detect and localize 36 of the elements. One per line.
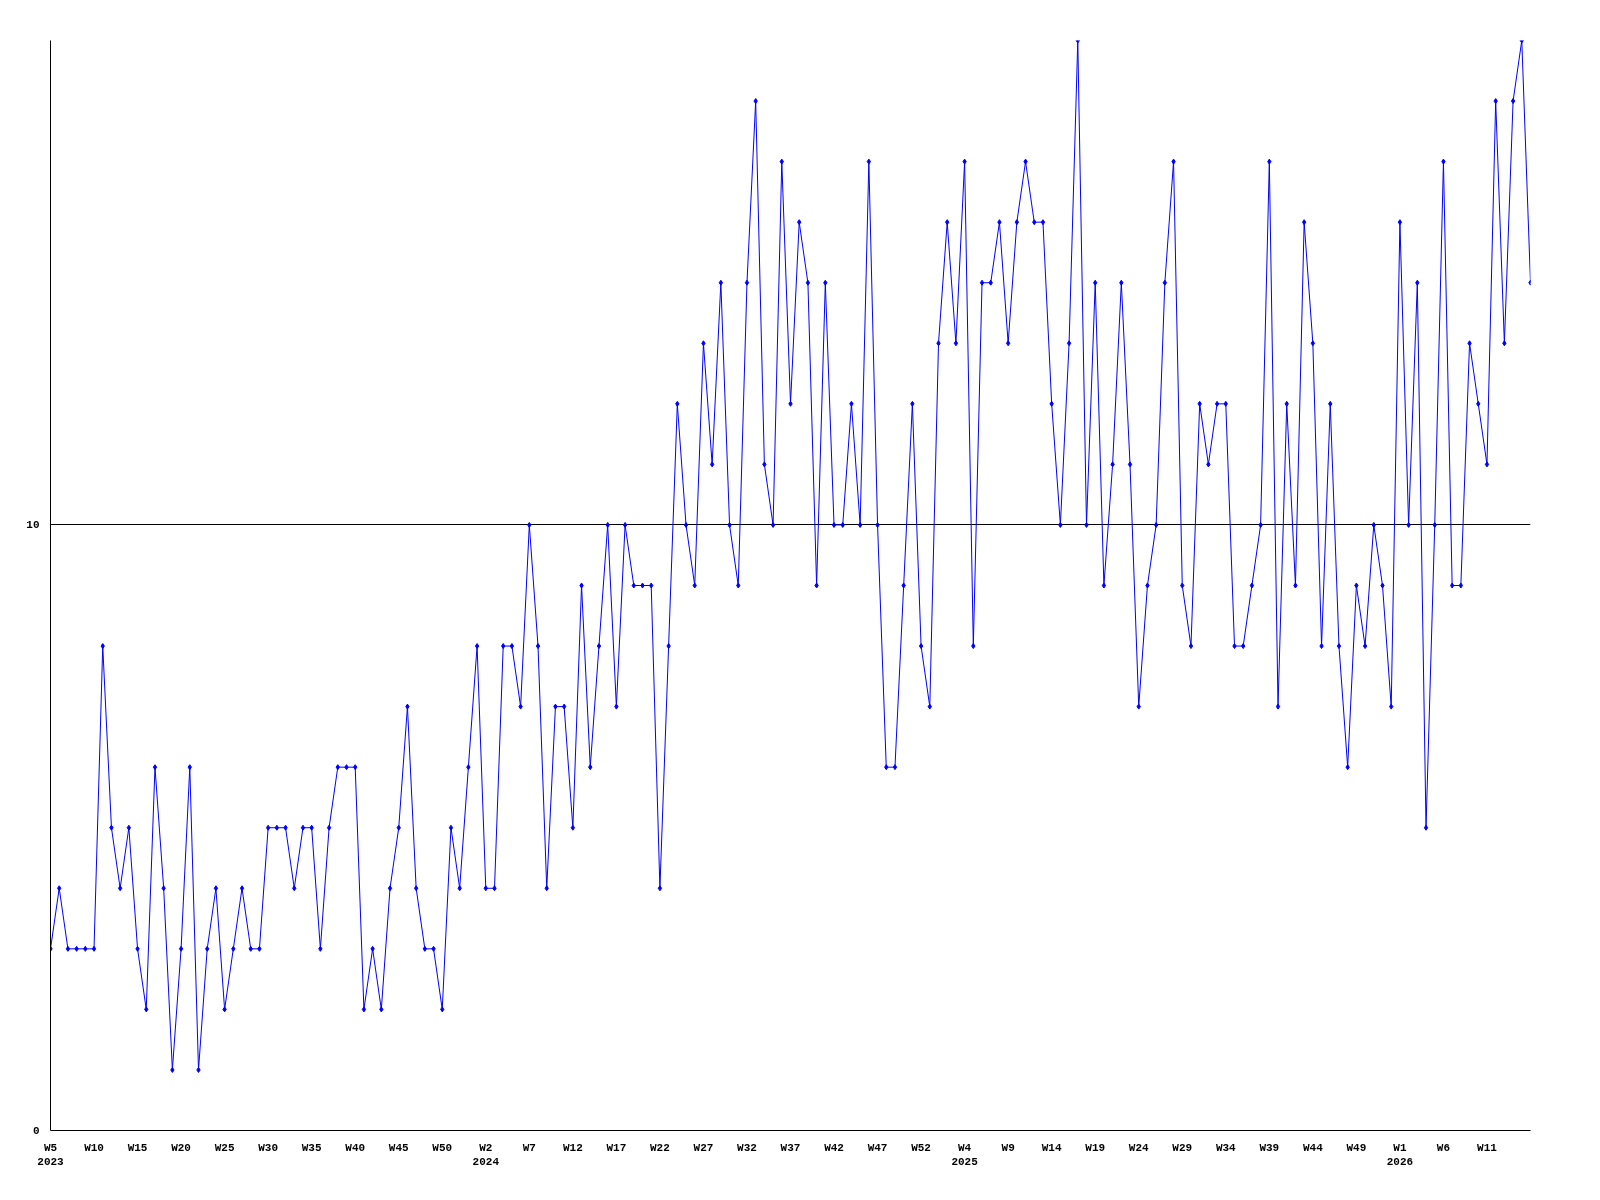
x-tick-label: W34 — [1215, 1141, 1237, 1154]
y-tick-label: 10 — [26, 519, 40, 532]
x-tick-label: W50 — [432, 1141, 453, 1154]
x-tick-label: W11 — [1477, 1141, 1498, 1154]
x-tick-label: W12 — [562, 1141, 583, 1154]
x-tick-label: W17 — [606, 1141, 627, 1154]
x-tick-label: W35 — [301, 1141, 322, 1154]
x-tick-label: W2 2024 — [472, 1141, 500, 1168]
x-tick-label: W32 — [737, 1141, 757, 1154]
x-tick-label: W22 — [650, 1141, 670, 1154]
x-tick-label: W39 — [1259, 1141, 1280, 1154]
x-tick-label: W14 — [1041, 1141, 1062, 1154]
x-tick-label: W47 — [867, 1141, 888, 1154]
y-tick-label: 0 — [32, 1125, 40, 1137]
x-tick-label: W52 — [911, 1141, 931, 1154]
x-tick-label: W20 — [171, 1141, 191, 1154]
x-tick-label: W30 — [258, 1141, 279, 1154]
x-tick-label: W4 2025 — [951, 1141, 979, 1168]
x-tick-label: W45 — [388, 1141, 410, 1154]
x-tick-label: W27 — [693, 1141, 714, 1154]
x-tick-label: W29 — [1172, 1141, 1193, 1154]
x-tick-label: W40 — [345, 1141, 366, 1154]
x-tick-label: W9 — [1001, 1141, 1015, 1154]
x-tick-label: W49 — [1346, 1141, 1367, 1154]
x-tick-label: W44 — [1302, 1141, 1324, 1154]
x-tick-label: W1 2026 — [1386, 1141, 1414, 1168]
x-tick-label: W6 — [1436, 1141, 1451, 1154]
x-tick-label: W7 — [522, 1141, 536, 1154]
x-tick-label: W42 — [824, 1141, 844, 1154]
x-tick-label: W19 — [1085, 1141, 1106, 1154]
x-tick-label: W37 — [780, 1141, 801, 1154]
x-tick-label: W10 — [84, 1141, 104, 1154]
x-tick-label: W24 — [1128, 1141, 1150, 1154]
x-tick-label: W25 — [214, 1141, 235, 1154]
x-tick-label: W5 2023 — [37, 1141, 65, 1168]
x-tick-label: W15 — [127, 1141, 148, 1154]
